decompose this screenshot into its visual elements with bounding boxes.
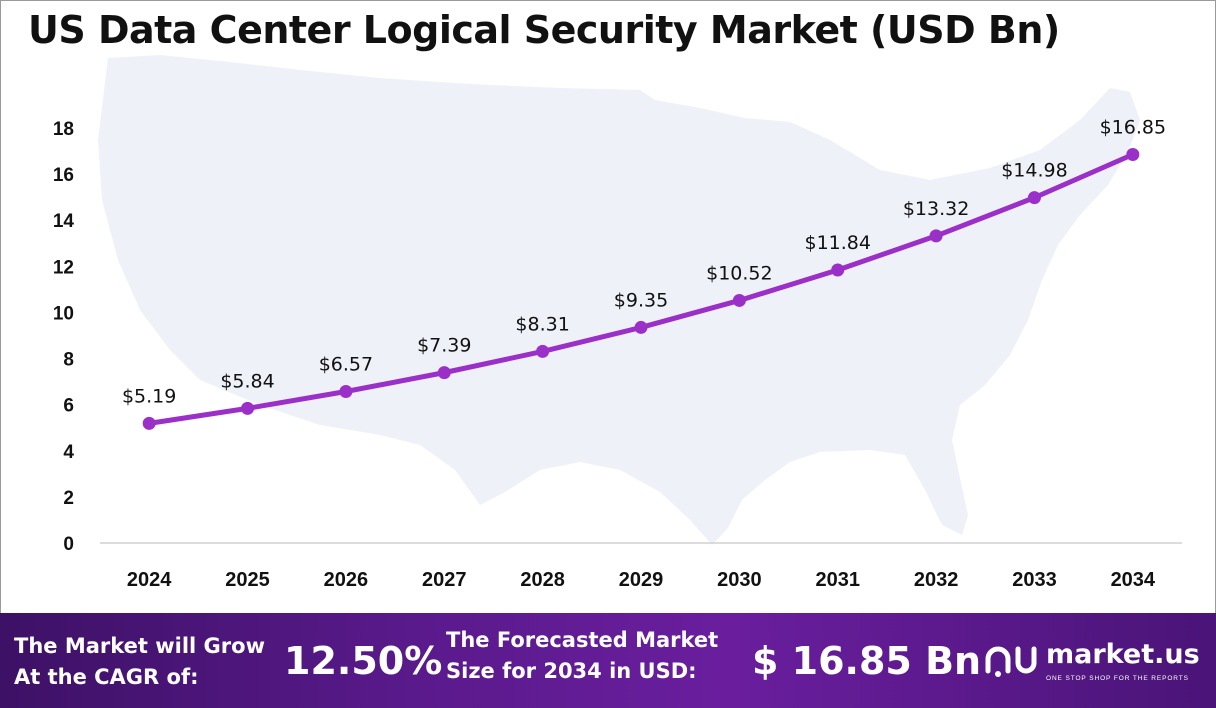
x-tick-label: 2030 (717, 569, 762, 591)
data-point (339, 385, 353, 399)
y-tick-label: 8 (63, 350, 74, 371)
data-point (241, 401, 255, 415)
data-point (1126, 148, 1140, 162)
data-label: $13.32 (903, 198, 969, 220)
y-tick-label: 6 (63, 396, 74, 417)
chart-title: US Data Center Logical Security Market (… (28, 8, 1060, 52)
y-tick-label: 4 (63, 442, 74, 463)
data-label: $7.39 (417, 335, 471, 357)
x-tick-label: 2034 (1111, 569, 1156, 591)
us-map-silhouette (98, 55, 1140, 545)
x-tick-label: 2026 (324, 569, 369, 591)
x-tick-label: 2027 (422, 569, 467, 591)
y-tick-label: 12 (53, 257, 74, 278)
data-point (142, 416, 156, 430)
data-label: $8.31 (515, 313, 569, 335)
data-label: $6.57 (319, 354, 373, 376)
data-point (634, 320, 648, 334)
data-point (437, 366, 451, 380)
x-tick-label: 2029 (619, 569, 664, 591)
cagr-value: 12.50% (284, 639, 443, 683)
x-tick-label: 2033 (1012, 569, 1057, 591)
forecast-caption: The Forecasted Market Size for 2034 in U… (446, 625, 718, 687)
data-point (831, 263, 845, 277)
line-chart: 0 2 4 6 8 10 12 14 16 18 2024 2025 2026 2027 2028 2029… (53, 55, 1182, 591)
footer-banner: The Market will Grow At the CAGR of: 12.… (0, 613, 1216, 708)
brand-tagline: ONE STOP SHOP FOR THE REPORTS (1046, 675, 1189, 682)
y-tick-label: 2 (63, 488, 74, 509)
x-tick-label: 2025 (225, 569, 270, 591)
x-tick-label: 2032 (914, 569, 959, 591)
data-label: $5.19 (122, 385, 176, 407)
cagr-caption-line2: At the CAGR of: (14, 665, 199, 689)
cagr-caption: The Market will Grow At the CAGR of: (14, 631, 265, 693)
forecast-value: $ 16.85 Bn (752, 639, 982, 683)
y-tick-label: 18 (53, 119, 74, 140)
data-label: $9.35 (614, 289, 668, 311)
y-tick-label: 0 (63, 534, 74, 555)
x-tick-label: 2028 (520, 569, 565, 591)
x-tick-label: 2031 (815, 569, 860, 591)
data-point (536, 344, 550, 358)
data-point (929, 229, 943, 243)
data-point (732, 293, 746, 307)
data-label: $14.98 (1001, 160, 1067, 182)
brand-name: market.us (1046, 639, 1200, 670)
forecast-caption-line2: Size for 2034 in USD: (446, 659, 697, 683)
x-tick-label: 2024 (127, 569, 172, 591)
cagr-caption-line1: The Market will Grow (14, 634, 265, 658)
forecast-caption-line1: The Forecasted Market (446, 628, 719, 652)
data-point (1027, 191, 1041, 205)
data-label: $5.84 (220, 370, 274, 392)
data-label: $10.52 (706, 262, 772, 284)
data-label: $16.85 (1100, 117, 1166, 139)
y-tick-label: 16 (53, 165, 74, 186)
y-tick-label: 14 (53, 211, 75, 232)
y-tick-label: 10 (53, 303, 74, 324)
market-us-logo-icon (985, 646, 1037, 677)
data-label: $11.84 (804, 232, 870, 254)
